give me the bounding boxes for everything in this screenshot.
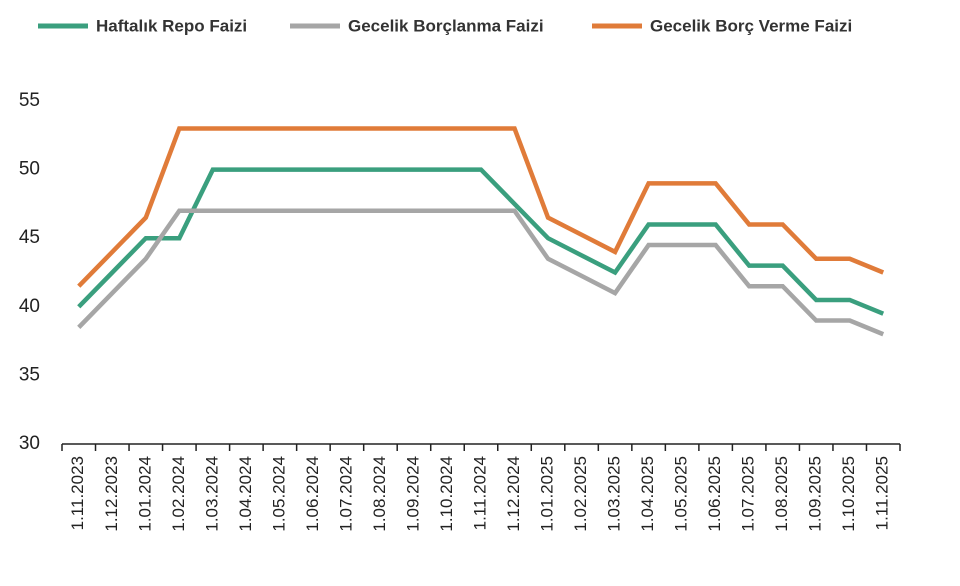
x-tick-label: 1.02.2025: [571, 456, 590, 532]
x-tick-label: 1.01.2024: [135, 456, 154, 532]
x-tick-label: 1.04.2025: [638, 456, 657, 532]
legend: Haftalık Repo Faizi Gecelik Borçlanma Fa…: [38, 16, 852, 35]
x-tick-label: 1.03.2024: [202, 456, 221, 532]
x-tick-label: 1.02.2024: [169, 456, 188, 532]
y-tick-label: 55: [19, 90, 40, 111]
legend-label: Gecelik Borç Verme Faizi: [650, 16, 852, 35]
x-tick-label: 1.09.2024: [403, 456, 422, 532]
x-tick-label: 1.11.2023: [68, 456, 87, 530]
y-tick-label: 40: [19, 296, 40, 317]
y-tick-label: 45: [19, 227, 40, 248]
series-line: [77, 208, 885, 337]
x-tick-label: 1.07.2024: [336, 456, 355, 532]
x-tick-label: 1.08.2025: [772, 456, 791, 532]
x-tick-label: 1.08.2024: [370, 456, 389, 532]
x-tick-label: 1.01.2025: [538, 456, 557, 532]
y-tick-label: 50: [19, 159, 40, 180]
x-tick-label: 1.06.2025: [705, 456, 724, 532]
x-tick-label: 1.09.2025: [806, 456, 825, 532]
x-tick-label: 1.03.2025: [605, 456, 624, 532]
series-line: [77, 167, 885, 316]
y-tick-label: 35: [19, 364, 40, 385]
x-tick-label: 1.05.2024: [269, 456, 288, 532]
y-tick-label: 30: [19, 433, 40, 454]
x-tick-label: 1.07.2025: [739, 456, 758, 532]
x-tick-label: 1.06.2024: [303, 456, 322, 532]
x-tick-label: 1.12.2024: [504, 456, 523, 532]
x-tick-label: 1.11.2024: [470, 456, 489, 530]
x-tick-label: 1.12.2023: [102, 456, 121, 532]
x-tick-label: 1.11.2025: [873, 456, 892, 530]
series-line: [77, 126, 885, 288]
legend-label: Gecelik Borçlanma Faizi: [348, 16, 544, 35]
x-tick-label: 1.05.2025: [672, 456, 691, 532]
legend-label: Haftalık Repo Faizi: [96, 16, 247, 35]
x-tick-label: 1.10.2025: [839, 456, 858, 532]
x-tick-label: 1.10.2024: [437, 456, 456, 532]
x-tick-label: 1.04.2024: [236, 456, 255, 532]
